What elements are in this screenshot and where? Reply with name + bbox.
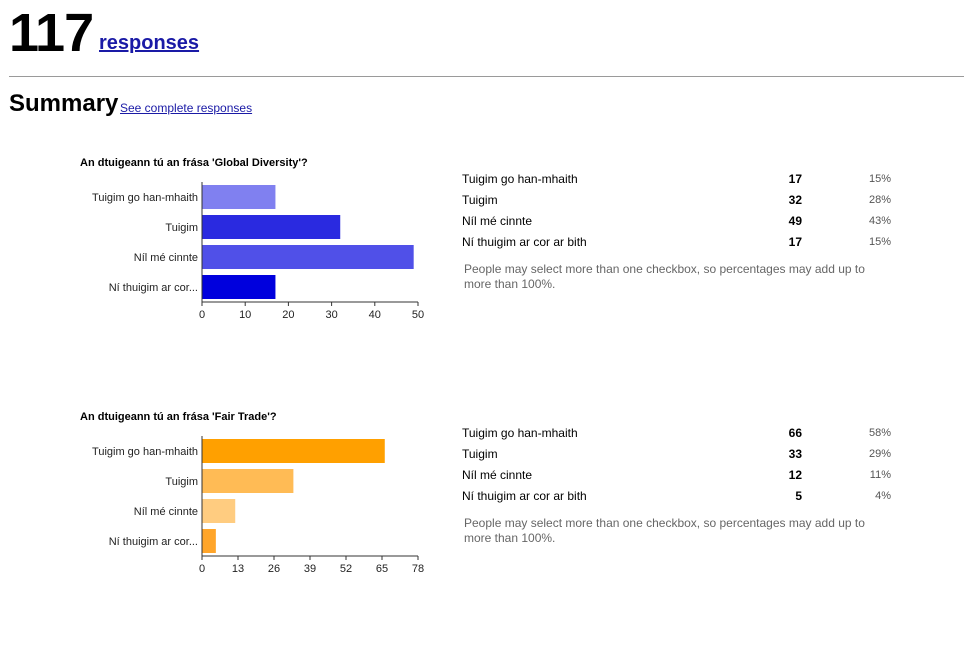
bar <box>202 439 385 463</box>
category-label: Níl mé cinnte <box>134 506 198 518</box>
x-tick-label: 0 <box>199 563 205 575</box>
x-tick-label: 65 <box>376 563 388 575</box>
table-row: Tuigim 33 29% <box>462 443 891 464</box>
answer-percent: 4% <box>875 489 891 502</box>
stats-table: Tuigim go han-mhaith 17 15% Tuigim 32 28… <box>462 168 891 252</box>
answer-label: Tuigim go han-mhaith <box>462 171 578 186</box>
x-tick-label: 10 <box>239 309 251 321</box>
answer-percent: 28% <box>868 193 891 206</box>
answer-label: Tuigim <box>462 446 498 461</box>
answer-count: 66 <box>788 425 802 440</box>
answer-count: 33 <box>788 446 802 461</box>
responses-link[interactable]: responses <box>99 32 200 54</box>
bar <box>202 275 276 299</box>
category-label: Tuigim go han-mhaith <box>92 192 198 204</box>
answer-label: Ní thuigim ar cor ar bith <box>462 488 587 503</box>
category-label: Ní thuigim ar cor... <box>109 282 198 294</box>
answer-percent: 58% <box>868 426 891 439</box>
x-tick-label: 39 <box>304 563 316 575</box>
x-tick-label: 20 <box>282 309 294 321</box>
x-tick-label: 13 <box>232 563 244 575</box>
x-tick-label: 30 <box>325 309 337 321</box>
answer-label: Tuigim go han-mhaith <box>462 425 578 440</box>
answer-label: Tuigim <box>462 192 498 207</box>
answer-percent: 15% <box>868 172 891 185</box>
x-tick-label: 26 <box>268 563 280 575</box>
checkbox-note: People may select more than one checkbox… <box>464 516 865 545</box>
table-row: Níl mé cinnte 49 43% <box>462 210 891 231</box>
answer-percent: 11% <box>869 468 891 481</box>
x-tick-label: 0 <box>199 309 205 321</box>
table-row: Ní thuigim ar cor ar bith 17 15% <box>462 231 891 252</box>
table-row: Tuigim go han-mhaith 66 58% <box>462 422 891 443</box>
table-row: Níl mé cinnte 12 11% <box>462 464 891 485</box>
question-fair-trade: An dtuigeann tú an frása 'Fair Trade'? T… <box>0 411 972 651</box>
bar-chart-global-diversity: Tuigim go han-mhaith Tuigim Níl mé cinnte N… <box>92 182 424 321</box>
x-tick-label: 52 <box>340 563 352 575</box>
category-label: Tuigim <box>165 222 198 234</box>
category-label: Ní thuigim ar cor... <box>109 536 198 548</box>
see-complete-responses-link[interactable]: See complete responses <box>120 101 253 115</box>
answer-label: Níl mé cinnte <box>462 467 533 482</box>
answer-count: 17 <box>788 234 802 249</box>
header-divider <box>9 76 964 77</box>
question-title: An dtuigeann tú an frása 'Fair Trade'? <box>80 411 277 423</box>
answer-percent: 29% <box>868 447 891 460</box>
bar <box>202 185 276 209</box>
answer-percent: 43% <box>868 214 891 227</box>
bar <box>202 469 294 493</box>
bar <box>202 245 414 269</box>
answer-count: 17 <box>788 171 802 186</box>
category-label: Níl mé cinnte <box>134 252 198 264</box>
answer-label: Níl mé cinnte <box>462 213 533 228</box>
checkbox-note: People may select more than one checkbox… <box>464 262 865 291</box>
answer-count: 12 <box>788 467 802 482</box>
table-row: Tuigim 32 28% <box>462 189 891 210</box>
category-label: Tuigim go han-mhaith <box>92 446 198 458</box>
category-label: Tuigim <box>165 476 198 488</box>
answer-count: 5 <box>795 488 802 503</box>
bar <box>202 215 341 239</box>
x-tick-label: 50 <box>412 309 424 321</box>
x-tick-label: 78 <box>412 563 424 575</box>
answer-count: 49 <box>788 213 802 228</box>
question-global-diversity: An dtuigeann tú an frása 'Global Diversi… <box>0 157 972 397</box>
response-count: 117 <box>9 3 94 63</box>
bar <box>202 529 216 553</box>
answer-percent: 15% <box>868 235 891 248</box>
answer-count: 32 <box>788 192 802 207</box>
question-title: An dtuigeann tú an frása 'Global Diversi… <box>80 157 308 169</box>
table-row: Ní thuigim ar cor ar bith 5 4% <box>462 485 891 506</box>
x-tick-label: 40 <box>369 309 381 321</box>
table-row: Tuigim go han-mhaith 17 15% <box>462 168 891 189</box>
bar <box>202 499 236 523</box>
answer-label: Ní thuigim ar cor ar bith <box>462 234 587 249</box>
bar-chart-fair-trade: Tuigim go han-mhaith Tuigim Níl mé cinnte N… <box>92 436 424 575</box>
stats-table: Tuigim go han-mhaith 66 58% Tuigim 33 29… <box>462 422 891 506</box>
summary-heading: Summary <box>9 90 119 117</box>
